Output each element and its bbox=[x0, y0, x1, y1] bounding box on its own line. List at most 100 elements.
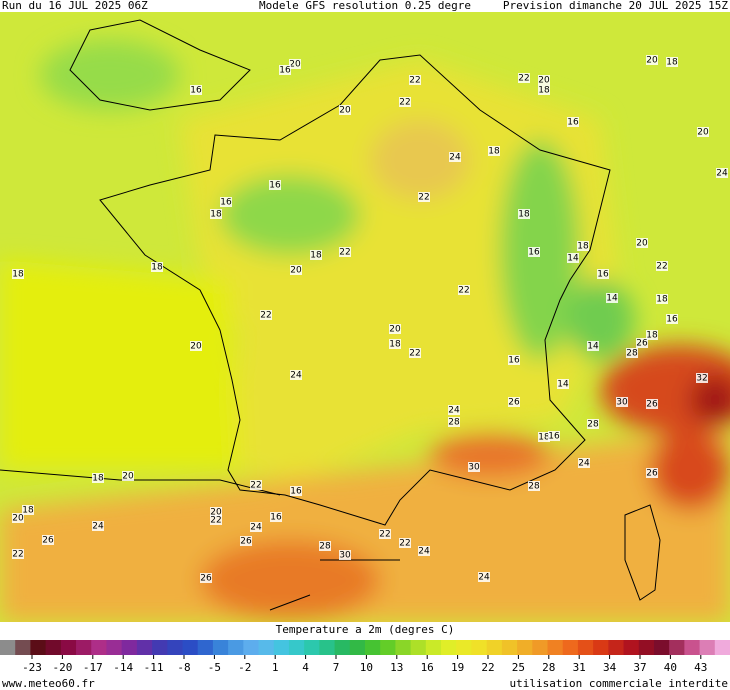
label-box bbox=[409, 348, 421, 358]
contour-label: 16 bbox=[567, 118, 579, 128]
label-box bbox=[379, 529, 391, 539]
contour-label: 20 bbox=[646, 56, 658, 66]
colorbar-cell bbox=[699, 640, 716, 655]
label-box bbox=[538, 85, 550, 95]
label-box bbox=[151, 262, 163, 272]
site-label: www.meteo60.fr bbox=[2, 677, 95, 690]
colorbar-cell bbox=[441, 640, 457, 655]
colorbar-tick-label: 19 bbox=[451, 661, 464, 674]
label-box bbox=[646, 468, 658, 478]
colorbar-tick-label: -8 bbox=[177, 661, 190, 674]
label-box bbox=[656, 261, 668, 271]
label-box bbox=[458, 285, 470, 295]
label-box bbox=[250, 480, 262, 490]
contour-label: 18 bbox=[151, 263, 163, 273]
label-box bbox=[696, 373, 708, 383]
label-box bbox=[716, 168, 728, 178]
contour-label: 22 bbox=[418, 193, 429, 203]
colorbar-cell bbox=[319, 640, 336, 655]
colorbar-tick-label: -11 bbox=[144, 661, 164, 674]
label-box bbox=[518, 73, 530, 83]
contour-label: 22 bbox=[210, 516, 221, 526]
contour-label: 32 bbox=[696, 374, 707, 384]
label-box bbox=[666, 314, 678, 324]
contour-label: 22 bbox=[399, 98, 410, 108]
contour-label: 18 bbox=[389, 340, 401, 350]
colorbar-tick-label: -14 bbox=[113, 661, 133, 674]
label-box bbox=[567, 253, 579, 263]
contour-label: 20 bbox=[210, 508, 222, 518]
colorbar-tick-label: 31 bbox=[573, 661, 586, 674]
label-box bbox=[697, 127, 709, 137]
contour-label: 24 bbox=[250, 523, 262, 533]
colorbar-tick-label: 25 bbox=[512, 661, 525, 674]
forecast-label: Prevision dimanche 20 JUL 2025 15Z bbox=[503, 0, 729, 12]
contour-label: 28 bbox=[626, 349, 638, 359]
contour-label: 18 bbox=[538, 433, 550, 443]
contour-label: 16 bbox=[597, 270, 609, 280]
label-box bbox=[578, 458, 590, 468]
label-box bbox=[12, 549, 24, 559]
colorbar-cell bbox=[410, 640, 427, 655]
colorbar-cell bbox=[258, 640, 275, 655]
contour-label: 16 bbox=[290, 487, 302, 497]
contour-label: 18 bbox=[92, 474, 104, 484]
contour-label: 22 bbox=[250, 481, 261, 491]
colorbar-tick-label: 28 bbox=[542, 661, 555, 674]
contour-label: 16 bbox=[279, 66, 291, 76]
contour-label: 20 bbox=[697, 128, 709, 138]
contour-label: 30 bbox=[468, 463, 480, 473]
contour-label: 18 bbox=[666, 58, 678, 68]
contour-label: 30 bbox=[339, 551, 351, 561]
model-label: Modele GFS resolution 0.25 degre bbox=[259, 0, 471, 12]
label-box bbox=[269, 180, 281, 190]
contour-label: 22 bbox=[339, 248, 350, 258]
contour-label: 20 bbox=[122, 472, 134, 482]
label-box bbox=[606, 293, 618, 303]
contour-label: 16 bbox=[548, 432, 560, 442]
label-box bbox=[319, 541, 331, 551]
contour-label: 20 bbox=[636, 239, 648, 249]
colorbar-cell bbox=[684, 640, 701, 655]
contour-label: 24 bbox=[448, 406, 460, 416]
label-box bbox=[22, 505, 34, 515]
colorbar-cell bbox=[653, 640, 670, 655]
colorbar-cell bbox=[60, 640, 77, 655]
colorbar-cell bbox=[45, 640, 62, 655]
colorbar-tick-label: 16 bbox=[421, 661, 434, 674]
contour-label: 26 bbox=[646, 469, 658, 479]
label-box bbox=[468, 462, 480, 472]
colorbar-cell bbox=[365, 640, 381, 655]
label-box bbox=[587, 419, 599, 429]
contour-label: 22 bbox=[12, 550, 23, 560]
label-box bbox=[597, 269, 609, 279]
label-box bbox=[339, 105, 351, 115]
contour-label: 24 bbox=[449, 153, 461, 163]
header-band bbox=[0, 0, 730, 12]
label-box bbox=[389, 339, 401, 349]
label-box bbox=[508, 355, 520, 365]
contour-label: 20 bbox=[290, 266, 302, 276]
contour-label: 26 bbox=[42, 536, 54, 546]
contour-label: 16 bbox=[190, 86, 202, 96]
label-box bbox=[626, 348, 638, 358]
label-box bbox=[448, 405, 460, 415]
label-box bbox=[289, 59, 301, 69]
colorbar-cell bbox=[288, 640, 305, 655]
contour-label: 22 bbox=[656, 262, 667, 272]
colorbar-cell bbox=[380, 640, 396, 655]
map-field bbox=[0, 12, 730, 622]
contour-label: 28 bbox=[319, 542, 331, 552]
colorbar-cell bbox=[349, 640, 366, 655]
label-box bbox=[636, 338, 648, 348]
label-box bbox=[200, 573, 212, 583]
contour-label: 28 bbox=[587, 420, 599, 430]
colorbar-cell bbox=[714, 640, 730, 655]
colorbar-cell bbox=[15, 640, 31, 655]
label-box bbox=[290, 370, 302, 380]
label-box bbox=[190, 341, 202, 351]
colorbar-cell bbox=[243, 640, 260, 655]
contour-label: 22 bbox=[379, 530, 390, 540]
colorbar: -23 -20 -17 -14 -11 -8 -5 -2 1 4 7 10 13 16 19 22 25 28 31… bbox=[0, 640, 730, 674]
